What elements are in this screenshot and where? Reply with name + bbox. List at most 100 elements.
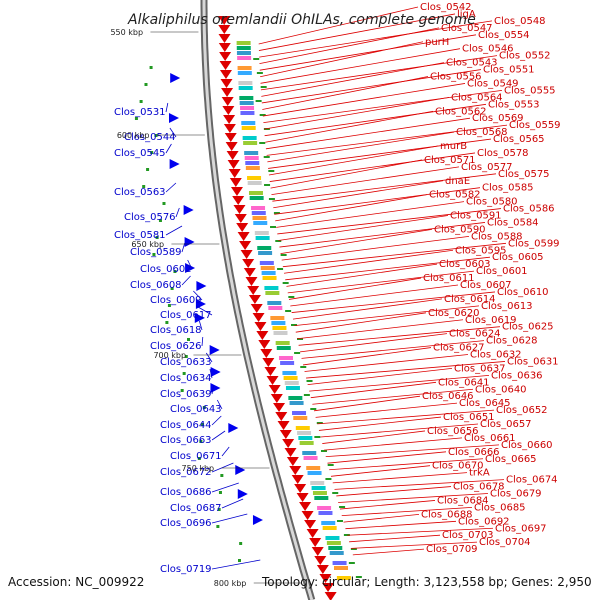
right-leader-line (275, 194, 428, 222)
forward-gene-arrow (309, 538, 322, 547)
forward-gene-arrow (219, 70, 232, 79)
right-gene-label: Clos_0547 (441, 23, 493, 34)
cog-block (275, 341, 290, 345)
right-gene-label: Clos_0562 (435, 106, 487, 117)
right-leader-line (282, 242, 507, 268)
right-gene-label: Clos_0709 (426, 544, 478, 555)
left-leader-line (211, 415, 222, 426)
right-leader-line (268, 138, 492, 169)
kbp-tick-label: 650 kbp (131, 240, 164, 249)
right-leader-line (329, 458, 484, 471)
right-gene-label: Clos_0555 (504, 85, 556, 96)
cog-block (272, 326, 287, 330)
left-gene-label: Clos_0671 (170, 451, 222, 462)
cog-block (253, 221, 268, 225)
cog-block (243, 141, 258, 145)
forward-gene-arrow (299, 502, 312, 511)
right-leader-line (313, 395, 421, 412)
right-leader-line (288, 277, 422, 300)
cog-block (311, 486, 326, 490)
right-gene-label: Clos_0603 (439, 259, 491, 270)
left-gene-label: Clos_0617 (160, 310, 212, 321)
cog-block (265, 291, 280, 295)
forward-gene-arrow (264, 367, 277, 376)
right-gene-label: Clos_0595 (455, 245, 507, 256)
right-gene-label: Clos_0549 (467, 78, 519, 89)
inner-dot (146, 168, 150, 171)
right-leader-line (330, 465, 431, 477)
forward-gene-arrow (219, 52, 232, 61)
inner-dot (197, 457, 201, 460)
right-leader-line (323, 437, 463, 451)
label-leader-lines (165, 6, 508, 570)
right-gene-label: Clos_0665 (485, 454, 537, 465)
left-leader-line (196, 305, 213, 316)
inner-dot (202, 406, 206, 409)
right-gene-label: Clos_0552 (499, 51, 551, 62)
right-leader-line (283, 249, 454, 274)
right-gene-label: Clos_0679 (490, 489, 542, 500)
gc-mark (294, 352, 301, 354)
right-gene-label: Clos_0640 (475, 384, 527, 395)
cog-block (264, 286, 279, 290)
right-gene-label: Clos_0569 (472, 113, 524, 124)
right-gene-label: Clos_0657 (480, 419, 532, 430)
right-leader-line (318, 416, 442, 431)
right-gene-label: Clos_0684 (437, 495, 489, 506)
right-gene-label: Clos_0551 (483, 65, 535, 76)
right-gene-label: Clos_0599 (508, 238, 560, 249)
forward-gene-arrow (291, 475, 304, 484)
left-gene-label: Clos_0719 (160, 564, 212, 575)
reverse-gene-arrow (169, 113, 180, 123)
cog-block (283, 376, 298, 380)
gc-mark (306, 380, 313, 382)
right-leader-line (291, 291, 496, 313)
forward-gene-arrow (234, 214, 247, 223)
right-gene-label: Clos_0641 (438, 377, 490, 388)
kbp-tick-label: 750 kbp (182, 464, 215, 473)
cog-block (245, 166, 260, 170)
cog-block (321, 521, 336, 525)
gc-mark (314, 436, 321, 438)
cog-block (303, 456, 318, 460)
gc-mark (255, 100, 262, 102)
left-gene-label: Clos_0687 (170, 503, 222, 514)
right-leader-line (259, 20, 493, 58)
cog-block (251, 211, 266, 215)
forward-gene-arrow (223, 124, 236, 133)
reverse-gene-arrow (183, 205, 194, 215)
forward-gene-arrow (286, 457, 299, 466)
right-gene-label: Clos_0607 (460, 280, 512, 291)
forward-gene-arrow (277, 421, 290, 430)
gc-mark (297, 338, 304, 340)
forward-gene-arrow (289, 466, 302, 475)
right-gene-label: Clos_0628 (486, 336, 538, 347)
right-leader-line (261, 69, 482, 104)
right-leader-line (266, 124, 508, 156)
right-gene-label: Clos_0585 (482, 183, 534, 194)
right-leader-line (310, 381, 437, 399)
cog-block (260, 266, 275, 270)
left-leader-line (211, 462, 234, 473)
left-leader-line (209, 368, 213, 379)
right-gene-label: Clos_0627 (433, 343, 485, 354)
forward-gene-arrow (273, 403, 286, 412)
right-leader-line (274, 187, 481, 215)
gc-mark (253, 58, 260, 60)
right-gene-label: Clos_0611 (423, 273, 475, 284)
forward-gene-arrow (218, 16, 231, 25)
left-gene-label: Clos_0602 (140, 264, 192, 275)
right-leader-line (259, 34, 477, 71)
forward-gene-arrow (319, 574, 332, 583)
backbone-highlight (202, 0, 314, 600)
inner-dot (239, 542, 243, 545)
cog-block (302, 451, 317, 455)
cog-block (252, 216, 267, 220)
left-gene-label: Clos_0618 (150, 325, 202, 336)
gc-mark (303, 394, 310, 396)
reverse-gene-arrow (184, 237, 195, 247)
right-gene-label: Clos_0582 (429, 190, 481, 201)
forward-gene-arrow (224, 133, 237, 142)
right-leader-line (343, 513, 420, 523)
kbp-tick-label: 600 kbp (117, 131, 150, 140)
